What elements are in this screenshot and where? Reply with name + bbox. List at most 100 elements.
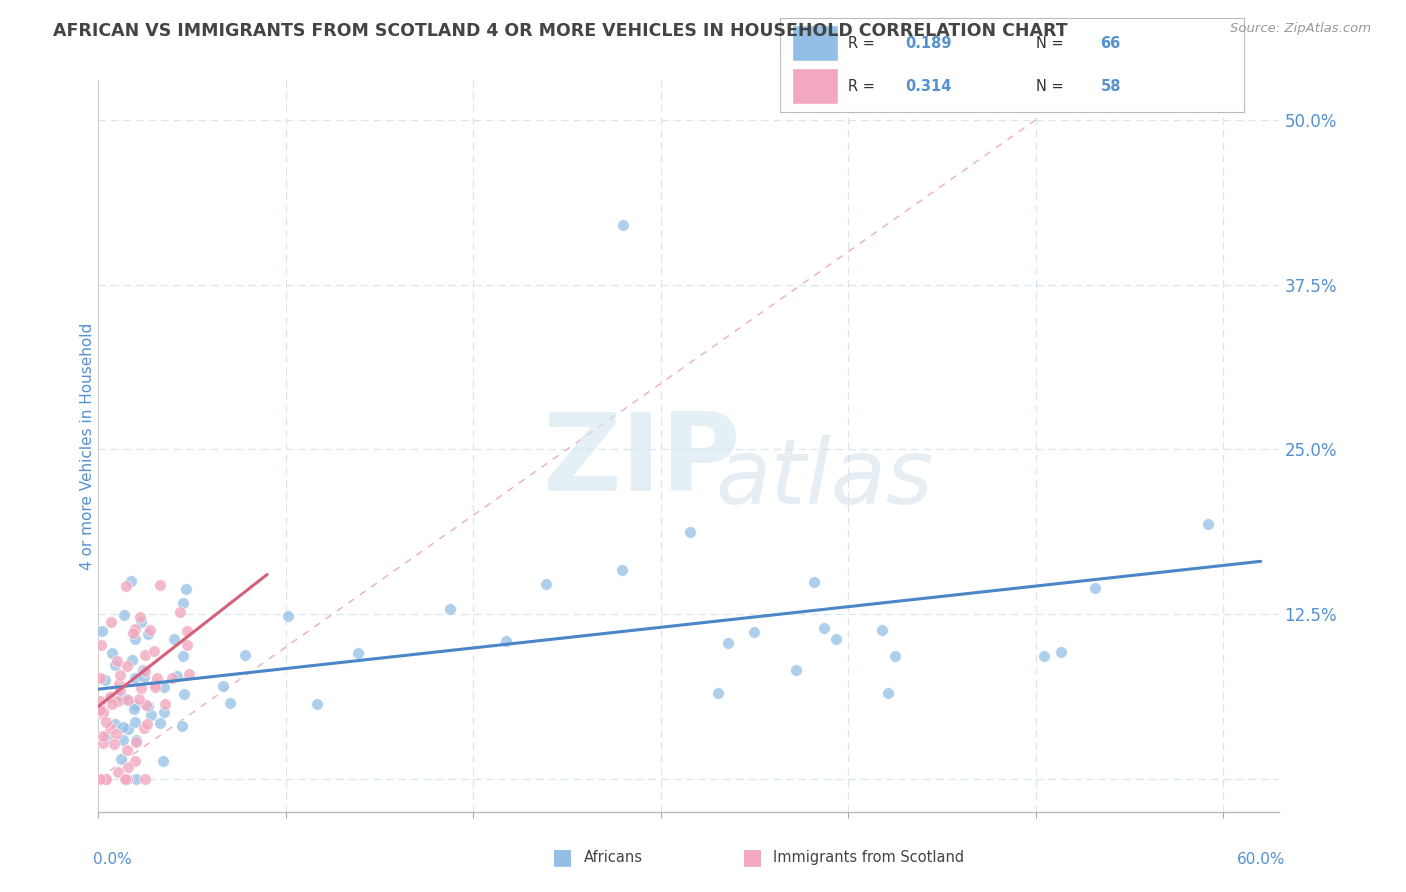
Text: Source: ZipAtlas.com: Source: ZipAtlas.com <box>1230 22 1371 36</box>
Point <box>169 605 191 619</box>
Point <box>108 668 131 682</box>
Point <box>439 602 461 616</box>
Point <box>94 772 117 786</box>
Point <box>495 633 517 648</box>
Text: ZIP: ZIP <box>543 408 741 514</box>
Point <box>825 632 848 646</box>
Point <box>93 736 115 750</box>
Point <box>104 726 127 740</box>
Point <box>1033 649 1056 664</box>
Point <box>177 666 200 681</box>
Point <box>124 735 146 749</box>
Point <box>742 624 765 639</box>
Text: N =: N = <box>1035 78 1067 94</box>
Point <box>115 691 138 706</box>
Point <box>233 648 256 662</box>
Point <box>111 720 134 734</box>
Text: R =: R = <box>848 78 879 94</box>
Point <box>121 626 143 640</box>
Point <box>108 677 131 691</box>
Point <box>143 677 166 691</box>
Point <box>89 772 111 786</box>
Point <box>785 663 807 677</box>
Point <box>162 671 184 685</box>
Point <box>153 697 176 711</box>
Point <box>91 705 114 719</box>
Point <box>134 721 156 735</box>
Point <box>107 764 129 779</box>
Point <box>124 715 146 730</box>
Point <box>93 772 115 786</box>
Point <box>876 686 898 700</box>
Point <box>152 755 174 769</box>
Point <box>115 772 138 786</box>
Point <box>143 680 166 694</box>
Point <box>170 719 193 733</box>
Point <box>104 717 127 731</box>
Point <box>135 698 157 713</box>
Point <box>211 680 233 694</box>
Text: 0.0%: 0.0% <box>93 852 131 867</box>
Point <box>98 690 121 704</box>
Point <box>166 669 188 683</box>
Point <box>98 721 121 735</box>
FancyBboxPatch shape <box>792 25 838 61</box>
Point <box>90 704 112 718</box>
Point <box>136 717 159 731</box>
Point <box>90 702 112 716</box>
Point <box>149 578 172 592</box>
Point <box>139 708 162 723</box>
Text: 0.314: 0.314 <box>905 78 952 94</box>
Point <box>534 577 557 591</box>
Point <box>101 698 124 712</box>
Point <box>870 623 893 637</box>
Point <box>122 702 145 716</box>
Point <box>105 654 128 668</box>
Point <box>96 714 118 729</box>
Point <box>173 687 195 701</box>
Point <box>153 705 176 719</box>
Point <box>89 694 111 708</box>
Point <box>125 772 148 786</box>
Point <box>115 659 138 673</box>
Point <box>134 772 156 786</box>
Point <box>707 686 730 700</box>
Point <box>115 579 138 593</box>
Point <box>1084 582 1107 596</box>
Point <box>100 615 122 629</box>
Point <box>108 683 131 698</box>
Point <box>679 524 702 539</box>
Point <box>145 671 167 685</box>
Point <box>172 649 194 664</box>
Point <box>163 632 186 647</box>
Point <box>132 663 155 677</box>
Point <box>149 716 172 731</box>
Point <box>115 743 138 757</box>
Text: ■: ■ <box>742 847 762 867</box>
Point <box>117 693 139 707</box>
Point <box>120 574 142 588</box>
Text: Africans: Africans <box>583 850 643 865</box>
Point <box>90 638 112 652</box>
Point <box>305 697 328 711</box>
Text: AFRICAN VS IMMIGRANTS FROM SCOTLAND 4 OR MORE VEHICLES IN HOUSEHOLD CORRELATION : AFRICAN VS IMMIGRANTS FROM SCOTLAND 4 OR… <box>53 22 1069 40</box>
Y-axis label: 4 or more Vehicles in Household: 4 or more Vehicles in Household <box>80 322 94 570</box>
Text: 66: 66 <box>1101 36 1121 51</box>
Text: 60.0%: 60.0% <box>1237 852 1285 867</box>
Text: 0.189: 0.189 <box>905 36 952 51</box>
Point <box>612 219 634 233</box>
Point <box>176 624 198 639</box>
Point <box>112 607 135 622</box>
Point <box>103 738 125 752</box>
Text: N =: N = <box>1035 36 1067 51</box>
Point <box>124 698 146 713</box>
Point <box>89 672 111 686</box>
Point <box>143 644 166 658</box>
Text: R =: R = <box>848 36 879 51</box>
Point <box>1197 516 1219 531</box>
Point <box>112 732 135 747</box>
Point <box>125 733 148 747</box>
Point <box>131 615 153 629</box>
Point <box>94 673 117 687</box>
Point <box>346 646 368 660</box>
